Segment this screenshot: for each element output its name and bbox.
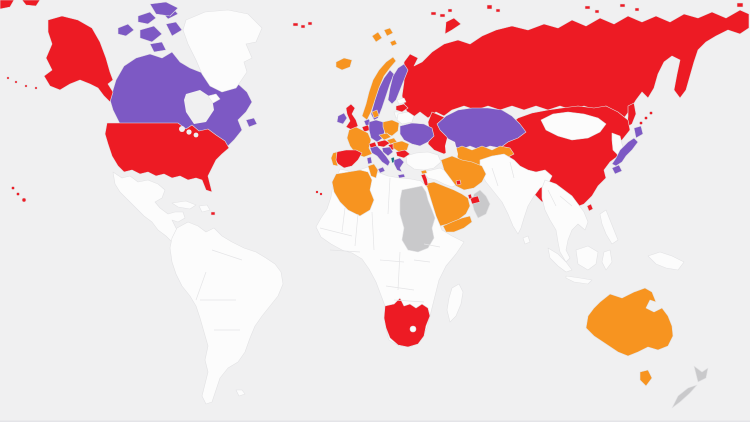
country-australia[interactable] [585, 287, 674, 357]
country-norway[interactable] [361, 56, 397, 121]
country-hawaii[interactable] [11, 186, 27, 203]
country-puerto-rico[interactable] [210, 211, 216, 216]
country-czechia[interactable] [378, 132, 392, 141]
country-new-zealand[interactable] [671, 365, 709, 409]
country-lesotho[interactable] [409, 325, 417, 333]
country-bulgaria[interactable] [395, 149, 411, 159]
country-mongolia[interactable] [540, 111, 607, 141]
country-sicily[interactable] [377, 166, 386, 174]
country-hispaniola[interactable] [198, 204, 211, 213]
country-arctic-islets-siberia[interactable] [486, 2, 744, 14]
country-cuba[interactable] [171, 200, 197, 210]
country-yemen[interactable] [442, 215, 473, 233]
country-iran[interactable] [440, 155, 487, 191]
country-south-america[interactable] [169, 221, 284, 405]
country-croatia-slovenia[interactable] [381, 146, 394, 157]
country-aleutian-islands[interactable] [6, 76, 38, 90]
country-estonia[interactable] [396, 97, 407, 105]
hudson-bay [184, 90, 214, 124]
country-sumatra[interactable] [547, 247, 573, 273]
country-greenland[interactable] [182, 9, 263, 104]
country-qatar[interactable] [467, 193, 473, 200]
country-arctic-islets-atlantic[interactable] [292, 21, 313, 29]
country-portugal[interactable] [330, 151, 339, 167]
country-iceland[interactable] [335, 57, 353, 71]
country-new-guinea[interactable] [647, 251, 685, 271]
country-sakhalin[interactable] [626, 102, 637, 128]
country-france[interactable] [346, 126, 373, 158]
country-turkey[interactable] [405, 151, 442, 171]
country-poland[interactable] [382, 119, 400, 137]
country-tasmania[interactable] [639, 369, 653, 387]
country-novaya-zemlya[interactable] [444, 17, 462, 35]
internal-borders [195, 161, 573, 331]
country-taiwan[interactable] [586, 203, 594, 212]
country-russia[interactable] [401, 9, 750, 119]
country-canary-islands[interactable] [315, 190, 323, 196]
country-svalbard[interactable] [371, 27, 398, 47]
country-belarus[interactable] [396, 111, 415, 125]
country-united-kingdom[interactable] [345, 103, 359, 131]
country-finland[interactable] [387, 63, 409, 105]
country-egypt-sudan[interactable] [399, 185, 436, 253]
country-java[interactable] [565, 275, 593, 285]
country-sri-lanka[interactable] [522, 235, 531, 245]
country-cyprus[interactable] [420, 169, 428, 175]
country-south-asia[interactable] [479, 153, 553, 235]
country-kuwait[interactable] [455, 179, 462, 186]
country-united-arab-emirates[interactable] [469, 195, 481, 205]
country-newfoundland[interactable] [245, 117, 258, 128]
country-romania[interactable] [392, 140, 410, 153]
country-franz-josef-land[interactable] [430, 8, 453, 18]
country-borneo[interactable] [575, 245, 599, 271]
country-ireland[interactable] [336, 112, 348, 125]
country-sulawesi[interactable] [601, 249, 613, 271]
country-japan[interactable] [611, 125, 644, 175]
country-algeria[interactable] [331, 169, 375, 217]
country-austria[interactable] [376, 139, 391, 148]
country-kuril-islands[interactable] [639, 111, 653, 125]
country-south-africa[interactable] [383, 297, 431, 348]
country-sardinia[interactable] [366, 156, 373, 165]
country-tunisia[interactable] [367, 163, 379, 179]
bottom-divider [0, 420, 750, 422]
country-italy[interactable] [369, 145, 391, 167]
country-greece[interactable] [393, 157, 405, 173]
country-ukraine[interactable] [399, 122, 435, 147]
great-lakes [179, 126, 199, 138]
country-madagascar[interactable] [446, 283, 464, 323]
country-united-states[interactable] [104, 122, 230, 193]
country-latvia[interactable] [395, 103, 409, 113]
country-alaska[interactable] [43, 15, 114, 103]
country-philippines[interactable] [599, 209, 619, 245]
country-falkland-islands[interactable] [235, 389, 246, 397]
country-chukotka-fragment[interactable] [0, 0, 41, 10]
country-israel[interactable] [420, 173, 429, 187]
country-crete[interactable] [397, 173, 406, 179]
country-denmark[interactable] [371, 109, 380, 119]
